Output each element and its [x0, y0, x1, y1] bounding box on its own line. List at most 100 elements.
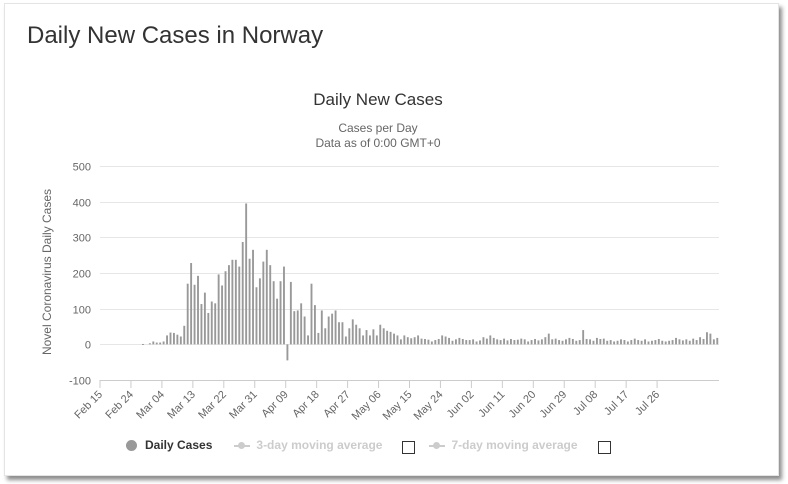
bar[interactable] — [551, 339, 554, 345]
bar[interactable] — [396, 335, 399, 345]
bar[interactable] — [283, 266, 285, 345]
bar[interactable] — [382, 328, 385, 345]
bar[interactable] — [540, 339, 543, 345]
bar[interactable] — [651, 340, 653, 345]
bar[interactable] — [688, 340, 691, 345]
bar[interactable] — [375, 335, 378, 345]
bar[interactable] — [606, 340, 609, 345]
bar[interactable] — [255, 287, 258, 345]
bar[interactable] — [668, 340, 671, 345]
bar[interactable] — [241, 241, 244, 345]
bar[interactable] — [640, 340, 643, 345]
bar[interactable] — [403, 335, 406, 345]
bar[interactable] — [544, 337, 547, 345]
bar[interactable] — [427, 339, 430, 345]
bar[interactable] — [231, 259, 234, 345]
bar[interactable] — [207, 312, 210, 345]
bar[interactable] — [706, 332, 708, 345]
bar[interactable] — [527, 341, 530, 345]
bar[interactable] — [155, 342, 158, 345]
bar[interactable] — [444, 336, 447, 345]
bar[interactable] — [568, 337, 571, 345]
bar[interactable] — [234, 259, 237, 345]
bar[interactable] — [712, 339, 715, 345]
bar[interactable] — [176, 334, 179, 345]
bar[interactable] — [424, 338, 426, 345]
bar[interactable] — [331, 313, 334, 345]
bar[interactable] — [592, 340, 595, 345]
bar[interactable] — [454, 339, 457, 345]
bar[interactable] — [699, 337, 702, 345]
bar[interactable] — [441, 335, 444, 345]
bar[interactable] — [485, 338, 488, 345]
bar[interactable] — [365, 330, 368, 345]
bar[interactable] — [272, 281, 275, 345]
bar[interactable] — [599, 338, 602, 345]
bar[interactable] — [678, 339, 681, 345]
bar[interactable] — [523, 339, 526, 345]
bar[interactable] — [245, 203, 248, 345]
bar[interactable] — [716, 337, 719, 345]
bar[interactable] — [472, 339, 475, 345]
bar[interactable] — [351, 319, 354, 345]
bar[interactable] — [355, 324, 358, 345]
bar[interactable] — [702, 338, 705, 345]
bar[interactable] — [310, 283, 313, 345]
bar[interactable] — [369, 335, 371, 345]
bar[interactable] — [448, 337, 450, 345]
bar[interactable] — [152, 341, 155, 345]
bar[interactable] — [252, 249, 254, 345]
bar[interactable] — [348, 328, 351, 345]
bar[interactable] — [320, 310, 323, 345]
bar[interactable] — [671, 340, 674, 345]
bar[interactable] — [468, 340, 471, 345]
bar[interactable] — [200, 304, 203, 345]
bar[interactable] — [169, 332, 172, 345]
bar[interactable] — [479, 340, 481, 345]
bar[interactable] — [709, 333, 712, 345]
bar[interactable] — [417, 335, 420, 345]
bar[interactable] — [269, 265, 272, 345]
bar[interactable] — [324, 328, 327, 345]
bar[interactable] — [537, 340, 540, 345]
bar[interactable] — [300, 303, 303, 345]
bar[interactable] — [633, 338, 636, 345]
bar[interactable] — [647, 341, 650, 345]
bar[interactable] — [159, 342, 162, 345]
bar[interactable] — [692, 338, 695, 345]
bar[interactable] — [644, 339, 647, 345]
bar[interactable] — [489, 335, 492, 345]
bar[interactable] — [575, 340, 578, 345]
bar[interactable] — [503, 338, 506, 345]
legend-item-daily-cases[interactable]: Daily Cases — [126, 438, 212, 452]
bar[interactable] — [630, 340, 633, 345]
bar[interactable] — [228, 265, 230, 345]
bar[interactable] — [499, 340, 502, 345]
bar[interactable] — [513, 340, 516, 345]
7-day-average-checkbox[interactable] — [597, 440, 611, 454]
bar[interactable] — [399, 339, 402, 345]
bar[interactable] — [420, 338, 423, 345]
bar[interactable] — [558, 340, 561, 345]
bar[interactable] — [238, 266, 241, 345]
bar[interactable] — [197, 275, 199, 345]
bar[interactable] — [217, 274, 220, 345]
bar[interactable] — [623, 340, 626, 345]
bar[interactable] — [430, 341, 433, 345]
bar[interactable] — [582, 330, 585, 345]
bar[interactable] — [334, 310, 337, 345]
bar[interactable] — [214, 303, 217, 345]
bar[interactable] — [496, 339, 499, 345]
bar[interactable] — [571, 338, 574, 345]
bar[interactable] — [602, 338, 605, 345]
bar[interactable] — [162, 341, 165, 345]
bar[interactable] — [317, 332, 320, 345]
bar[interactable] — [358, 328, 361, 345]
bar[interactable] — [520, 338, 523, 345]
bar[interactable] — [327, 316, 330, 345]
bar[interactable] — [210, 301, 213, 345]
bar[interactable] — [262, 261, 265, 345]
bar[interactable] — [458, 337, 461, 345]
bar[interactable] — [657, 338, 660, 345]
bar[interactable] — [565, 339, 567, 345]
